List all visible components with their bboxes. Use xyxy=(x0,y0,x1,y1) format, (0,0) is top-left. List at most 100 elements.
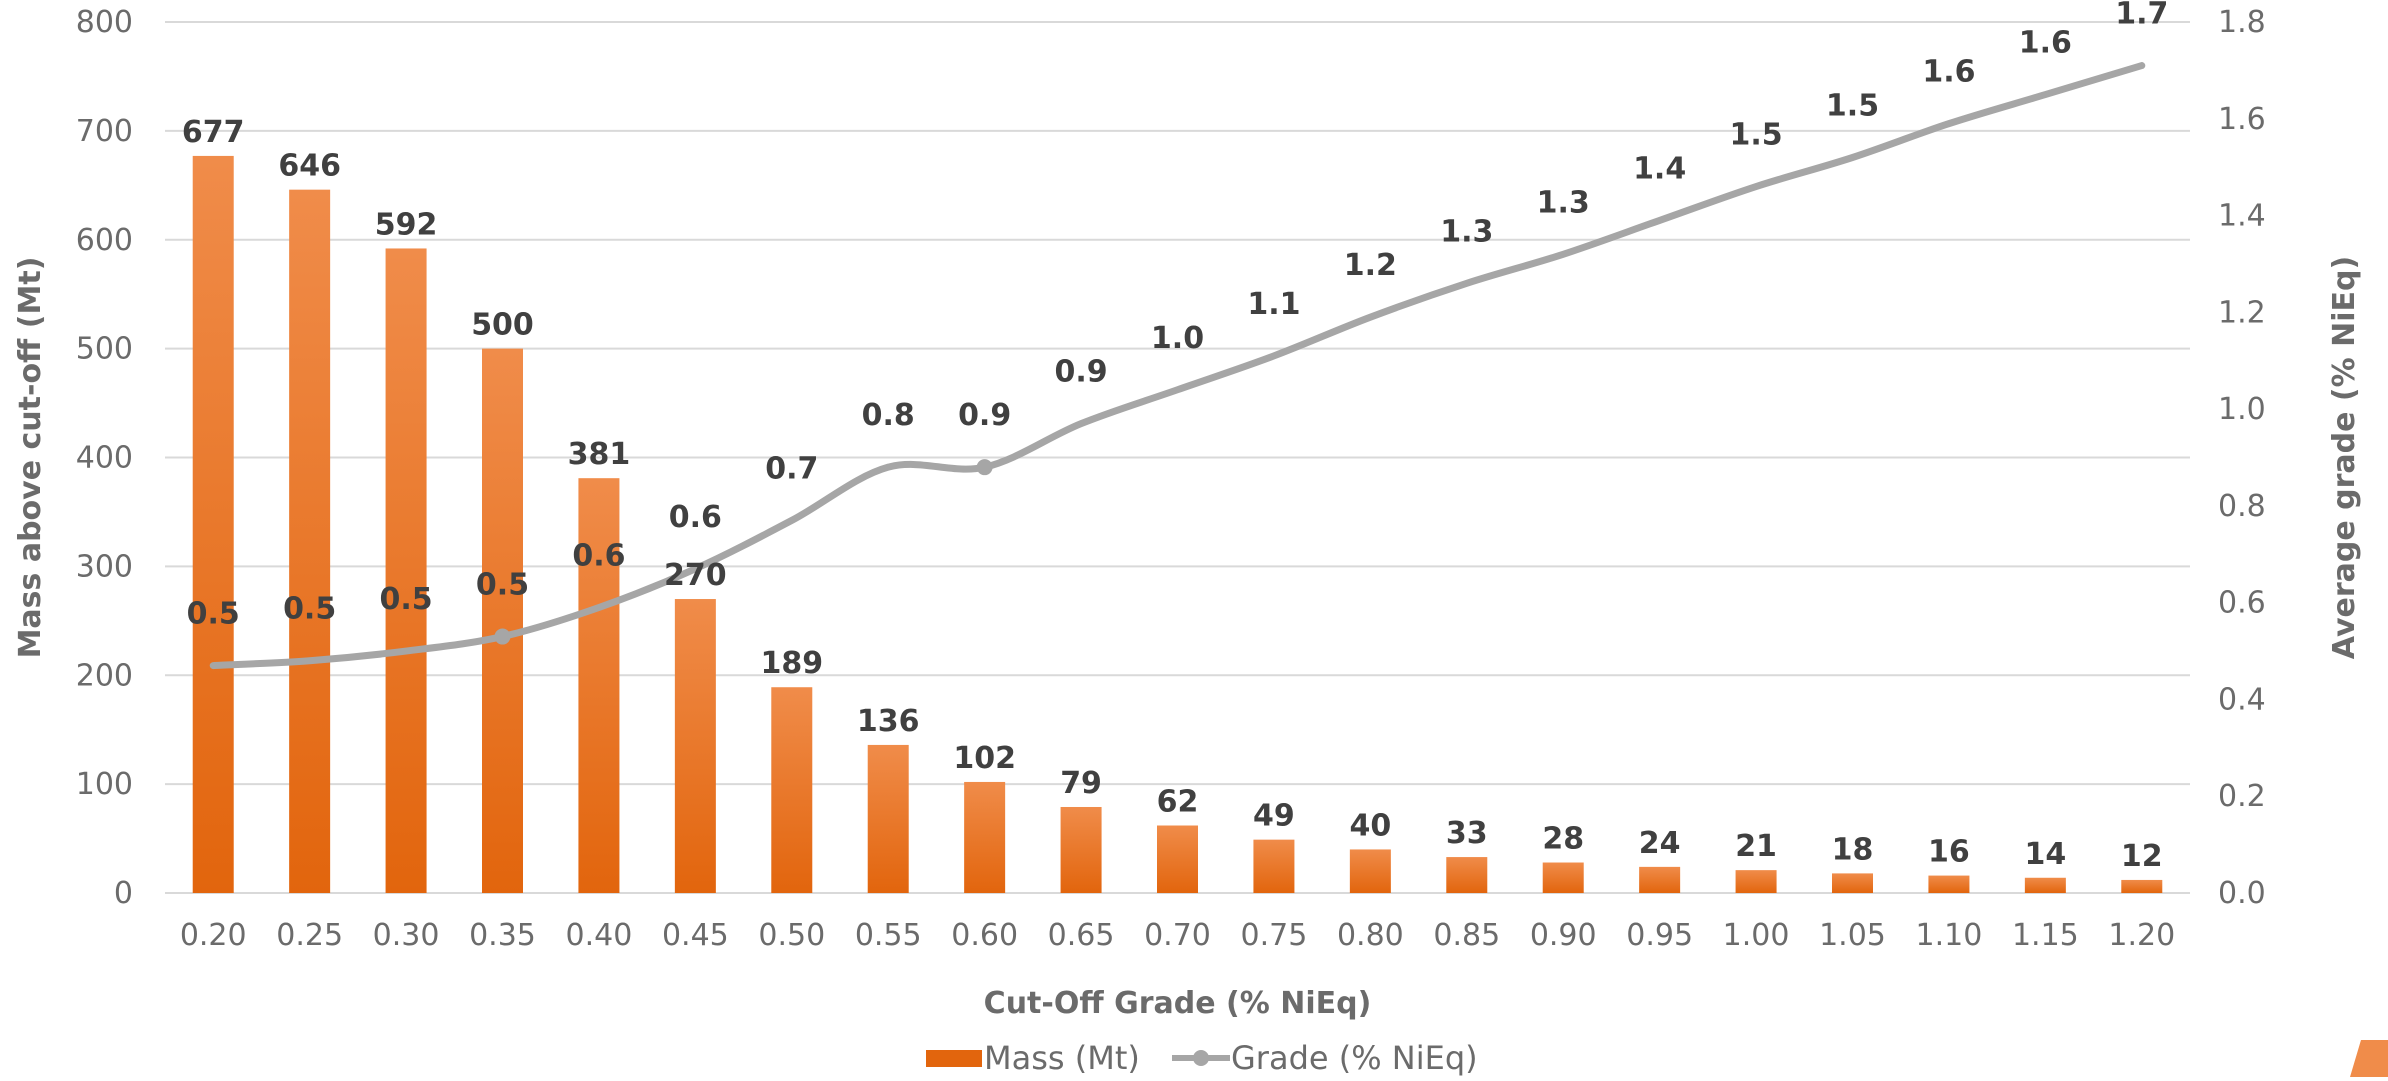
grade-data-label: 0.5 xyxy=(187,597,240,632)
corner-accent-shape xyxy=(2350,1040,2388,1077)
y2-tick-label: 0.0 xyxy=(2218,876,2266,911)
x-tick-label: 0.80 xyxy=(1337,918,1404,953)
bar xyxy=(1928,875,1970,893)
y-tick-label: 200 xyxy=(76,658,133,693)
x-tick-label: 0.30 xyxy=(373,918,440,953)
grade-data-label: 1.2 xyxy=(1344,248,1397,283)
grade-data-label: 0.8 xyxy=(862,398,915,433)
bar-data-label: 381 xyxy=(568,437,631,472)
bar xyxy=(2024,877,2066,893)
y2-tick-label: 1.4 xyxy=(2218,199,2266,234)
x-tick-label: 0.70 xyxy=(1144,918,1211,953)
grade-data-label: 0.5 xyxy=(379,582,432,617)
y2-tick-label: 0.8 xyxy=(2218,489,2266,524)
y-tick-label: 600 xyxy=(76,223,133,258)
bar-data-label: 28 xyxy=(1542,822,1584,857)
y-tick-label: 400 xyxy=(76,441,133,476)
grade-data-label: 1.5 xyxy=(1729,118,1782,153)
y2-tick-label: 1.8 xyxy=(2218,5,2266,40)
x-tick-label: 0.55 xyxy=(855,918,922,953)
bar-data-label: 18 xyxy=(1832,832,1874,867)
x-tick-label: 0.95 xyxy=(1626,918,1693,953)
grade-data-label: 1.6 xyxy=(1922,55,1975,90)
x-tick-label: 0.40 xyxy=(566,918,633,953)
bar xyxy=(289,189,331,894)
grade-data-label: 0.5 xyxy=(283,592,336,627)
y-tick-label: 300 xyxy=(76,549,133,584)
y2-tick-label: 1.2 xyxy=(2218,295,2266,330)
x-tick-label: 0.65 xyxy=(1048,918,1115,953)
legend: Mass (Mt) Grade (% NiEq) xyxy=(926,1039,1478,1077)
bar-data-label: 40 xyxy=(1349,808,1391,843)
legend-bar-label: Mass (Mt) xyxy=(984,1039,1140,1077)
grade-data-label: 1.3 xyxy=(1537,185,1590,220)
y2-tick-label: 1.6 xyxy=(2218,102,2266,137)
bar xyxy=(1349,849,1391,893)
bar xyxy=(1253,839,1295,893)
bar xyxy=(1060,806,1102,893)
x-tick-label: 0.50 xyxy=(758,918,825,953)
bar xyxy=(1446,857,1488,893)
grade-data-label: 1.7 xyxy=(2115,0,2168,32)
bar-data-label: 12 xyxy=(2121,839,2163,874)
bar xyxy=(771,687,813,893)
bar xyxy=(482,348,523,893)
x-tick-label: 1.05 xyxy=(1819,918,1886,953)
grade-data-label: 1.5 xyxy=(1826,88,1879,123)
bar xyxy=(385,248,427,893)
y2-tick-label: 0.2 xyxy=(2218,779,2266,814)
grade-data-label: 1.1 xyxy=(1247,287,1300,322)
grade-point xyxy=(976,459,993,476)
bar xyxy=(192,155,234,893)
bar-data-label: 677 xyxy=(182,115,245,150)
bar-data-label: 500 xyxy=(471,308,534,343)
bar-data-label: 62 xyxy=(1157,784,1199,819)
bar-data-label: 49 xyxy=(1253,799,1295,834)
bar-data-label: 33 xyxy=(1446,816,1488,851)
line-series-grade xyxy=(209,62,2146,670)
grade-data-label: 1.3 xyxy=(1440,214,1493,249)
bar-data-label: 16 xyxy=(1928,835,1970,870)
x-tick-label: 0.25 xyxy=(276,918,343,953)
bar xyxy=(867,744,909,893)
bar-data-label: 270 xyxy=(664,558,727,593)
bar xyxy=(578,478,620,893)
x-tick-label: 0.20 xyxy=(180,918,247,953)
y-tick-label: 500 xyxy=(76,332,133,367)
grade-data-label: 1.4 xyxy=(1633,151,1686,186)
x-tick-label: 1.15 xyxy=(2012,918,2079,953)
bar xyxy=(964,781,1006,893)
bar-data-label: 21 xyxy=(1735,829,1777,864)
y-tick-label: 700 xyxy=(76,114,133,149)
y2-tick-label: 0.6 xyxy=(2218,586,2266,621)
axes: Cut-Off Grade (% NiEq) Mass above cut-of… xyxy=(13,5,2362,1021)
bar-data-label: 646 xyxy=(278,149,341,184)
bar xyxy=(1157,825,1198,893)
y-tick-label: 100 xyxy=(76,767,133,802)
y2-tick-label: 0.4 xyxy=(2218,682,2266,717)
y-axis-title: Mass above cut-off (Mt) xyxy=(13,257,48,659)
x-tick-label: 0.35 xyxy=(469,918,536,953)
grade-data-label: 0.6 xyxy=(669,500,722,535)
x-tick-label: 0.90 xyxy=(1530,918,1597,953)
x-tick-label: 0.45 xyxy=(662,918,729,953)
grade-data-label: 0.9 xyxy=(1054,355,1107,390)
bar xyxy=(674,599,716,893)
x-tick-label: 1.00 xyxy=(1723,918,1790,953)
grade-data-label: 0.5 xyxy=(476,568,529,603)
legend-bar-swatch xyxy=(926,1050,982,1067)
bar xyxy=(2121,879,2163,893)
grade-data-label: 1.6 xyxy=(2019,26,2072,61)
bar-data-label: 592 xyxy=(375,207,438,242)
x-tick-label: 1.20 xyxy=(2108,918,2175,953)
bar-data-label: 189 xyxy=(760,646,823,681)
bar xyxy=(1832,873,1873,893)
grade-data-label: 1.0 xyxy=(1151,321,1204,356)
y2-tick-label: 1.0 xyxy=(2218,392,2266,427)
y-tick-label: 0 xyxy=(114,876,133,911)
grade-data-label: 0.7 xyxy=(765,451,818,486)
x-tick-label: 0.85 xyxy=(1433,918,1500,953)
y2-axis-title: Average grade (% NiEq) xyxy=(2327,256,2362,659)
